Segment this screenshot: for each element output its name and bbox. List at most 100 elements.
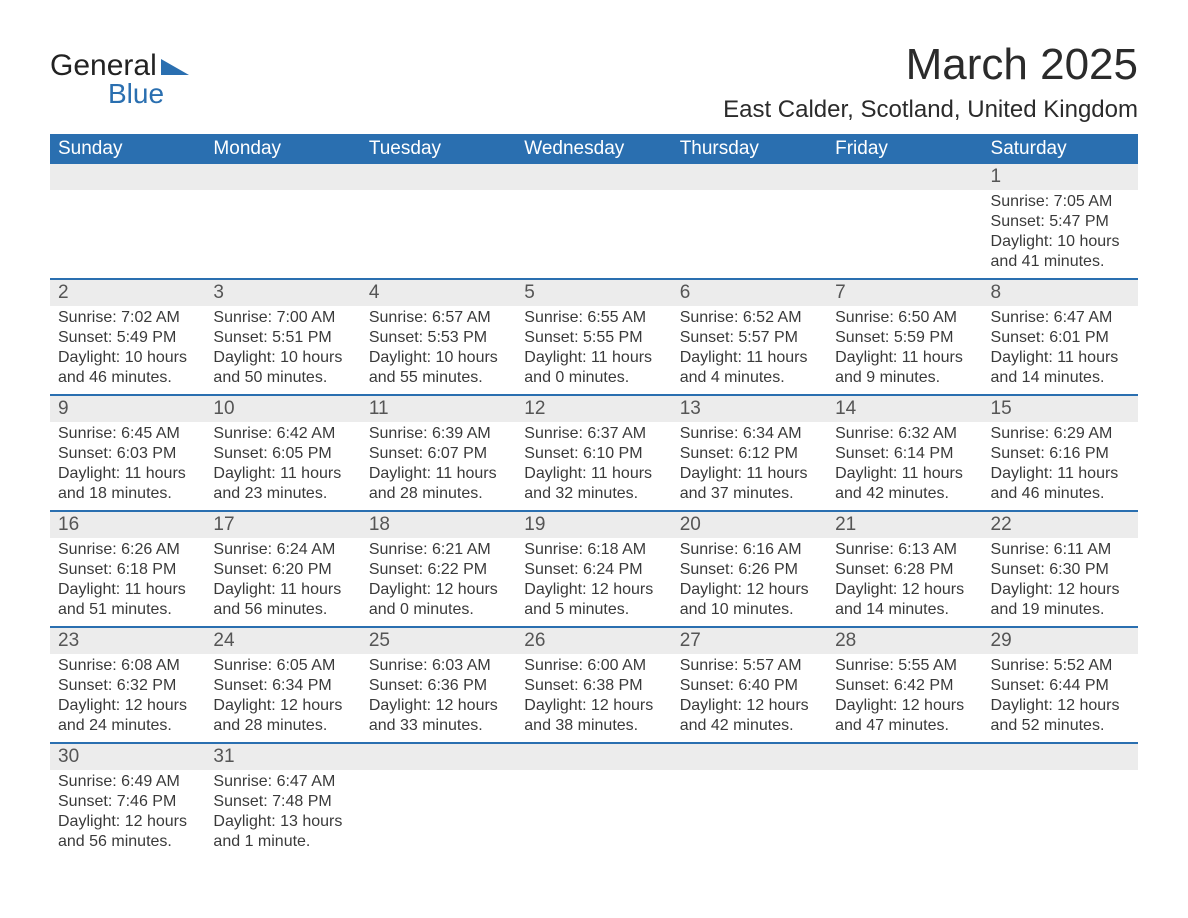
daylight-text: Daylight: 12 hours and 42 minutes. <box>680 696 819 736</box>
calendar-cell <box>672 743 827 858</box>
calendar-week-row: 16Sunrise: 6:26 AMSunset: 6:18 PMDayligh… <box>50 511 1138 627</box>
sunset-text: Sunset: 5:55 PM <box>524 328 663 348</box>
day-number: 30 <box>50 744 205 770</box>
daylight-text: Daylight: 11 hours and 37 minutes. <box>680 464 819 504</box>
day-details: Sunrise: 6:26 AMSunset: 6:18 PMDaylight:… <box>50 538 205 626</box>
sunset-text: Sunset: 6:28 PM <box>835 560 974 580</box>
sunrise-text: Sunrise: 6:50 AM <box>835 308 974 328</box>
day-number: 4 <box>361 280 516 306</box>
day-details: Sunrise: 6:08 AMSunset: 6:32 PMDaylight:… <box>50 654 205 742</box>
sunset-text: Sunset: 6:05 PM <box>213 444 352 464</box>
sunrise-text: Sunrise: 5:57 AM <box>680 656 819 676</box>
page-subtitle: East Calder, Scotland, United Kingdom <box>723 96 1138 124</box>
day-number: 13 <box>672 396 827 422</box>
day-number <box>983 744 1138 770</box>
daylight-text: Daylight: 13 hours and 1 minute. <box>213 812 352 852</box>
calendar-cell: 16Sunrise: 6:26 AMSunset: 6:18 PMDayligh… <box>50 511 205 627</box>
calendar-cell <box>50 164 205 279</box>
calendar-week-row: 1Sunrise: 7:05 AMSunset: 5:47 PMDaylight… <box>50 164 1138 279</box>
daylight-text: Daylight: 10 hours and 50 minutes. <box>213 348 352 388</box>
sunrise-text: Sunrise: 5:52 AM <box>991 656 1130 676</box>
sunrise-text: Sunrise: 6:16 AM <box>680 540 819 560</box>
sunrise-text: Sunrise: 6:24 AM <box>213 540 352 560</box>
day-details <box>50 190 205 210</box>
sunset-text: Sunset: 6:20 PM <box>213 560 352 580</box>
day-details: Sunrise: 6:34 AMSunset: 6:12 PMDaylight:… <box>672 422 827 510</box>
calendar-week-row: 30Sunrise: 6:49 AMSunset: 7:46 PMDayligh… <box>50 743 1138 858</box>
sunset-text: Sunset: 6:24 PM <box>524 560 663 580</box>
day-details: Sunrise: 6:00 AMSunset: 6:38 PMDaylight:… <box>516 654 671 742</box>
logo: General Blue <box>50 52 189 106</box>
calendar-cell: 14Sunrise: 6:32 AMSunset: 6:14 PMDayligh… <box>827 395 982 511</box>
sunrise-text: Sunrise: 6:34 AM <box>680 424 819 444</box>
logo-word2: Blue <box>108 81 189 106</box>
calendar-week-row: 2Sunrise: 7:02 AMSunset: 5:49 PMDaylight… <box>50 279 1138 395</box>
day-details: Sunrise: 5:57 AMSunset: 6:40 PMDaylight:… <box>672 654 827 742</box>
day-number: 9 <box>50 396 205 422</box>
day-details: Sunrise: 7:05 AMSunset: 5:47 PMDaylight:… <box>983 190 1138 278</box>
sunset-text: Sunset: 6:18 PM <box>58 560 197 580</box>
daylight-text: Daylight: 11 hours and 9 minutes. <box>835 348 974 388</box>
calendar-cell: 13Sunrise: 6:34 AMSunset: 6:12 PMDayligh… <box>672 395 827 511</box>
sunrise-text: Sunrise: 6:42 AM <box>213 424 352 444</box>
day-number: 14 <box>827 396 982 422</box>
day-details: Sunrise: 6:52 AMSunset: 5:57 PMDaylight:… <box>672 306 827 394</box>
sunset-text: Sunset: 5:49 PM <box>58 328 197 348</box>
page-title: March 2025 <box>723 40 1138 90</box>
day-number: 6 <box>672 280 827 306</box>
sunset-text: Sunset: 6:40 PM <box>680 676 819 696</box>
calendar-cell <box>672 164 827 279</box>
day-number <box>672 744 827 770</box>
day-number: 27 <box>672 628 827 654</box>
day-number <box>361 744 516 770</box>
day-details: Sunrise: 7:02 AMSunset: 5:49 PMDaylight:… <box>50 306 205 394</box>
sunset-text: Sunset: 5:53 PM <box>369 328 508 348</box>
calendar-cell: 3Sunrise: 7:00 AMSunset: 5:51 PMDaylight… <box>205 279 360 395</box>
daylight-text: Daylight: 12 hours and 24 minutes. <box>58 696 197 736</box>
sunrise-text: Sunrise: 6:47 AM <box>213 772 352 792</box>
sunset-text: Sunset: 6:36 PM <box>369 676 508 696</box>
sunrise-text: Sunrise: 6:03 AM <box>369 656 508 676</box>
day-number: 17 <box>205 512 360 538</box>
sunset-text: Sunset: 6:10 PM <box>524 444 663 464</box>
day-number: 11 <box>361 396 516 422</box>
calendar-cell: 7Sunrise: 6:50 AMSunset: 5:59 PMDaylight… <box>827 279 982 395</box>
day-number: 28 <box>827 628 982 654</box>
daylight-text: Daylight: 12 hours and 14 minutes. <box>835 580 974 620</box>
calendar-cell: 6Sunrise: 6:52 AMSunset: 5:57 PMDaylight… <box>672 279 827 395</box>
daylight-text: Daylight: 12 hours and 56 minutes. <box>58 812 197 852</box>
calendar-cell: 20Sunrise: 6:16 AMSunset: 6:26 PMDayligh… <box>672 511 827 627</box>
calendar-cell: 12Sunrise: 6:37 AMSunset: 6:10 PMDayligh… <box>516 395 671 511</box>
sunrise-text: Sunrise: 6:32 AM <box>835 424 974 444</box>
sunrise-text: Sunrise: 6:05 AM <box>213 656 352 676</box>
daylight-text: Daylight: 12 hours and 10 minutes. <box>680 580 819 620</box>
day-details: Sunrise: 5:52 AMSunset: 6:44 PMDaylight:… <box>983 654 1138 742</box>
day-number <box>516 164 671 190</box>
day-details <box>205 190 360 210</box>
daylight-text: Daylight: 12 hours and 33 minutes. <box>369 696 508 736</box>
sunrise-text: Sunrise: 6:37 AM <box>524 424 663 444</box>
calendar-cell <box>361 164 516 279</box>
day-details <box>361 190 516 210</box>
calendar-cell: 5Sunrise: 6:55 AMSunset: 5:55 PMDaylight… <box>516 279 671 395</box>
day-number: 16 <box>50 512 205 538</box>
calendar-week-row: 23Sunrise: 6:08 AMSunset: 6:32 PMDayligh… <box>50 627 1138 743</box>
daylight-text: Daylight: 12 hours and 52 minutes. <box>991 696 1130 736</box>
day-number <box>516 744 671 770</box>
daylight-text: Daylight: 11 hours and 42 minutes. <box>835 464 974 504</box>
calendar-cell: 28Sunrise: 5:55 AMSunset: 6:42 PMDayligh… <box>827 627 982 743</box>
calendar-cell: 8Sunrise: 6:47 AMSunset: 6:01 PMDaylight… <box>983 279 1138 395</box>
calendar-cell: 24Sunrise: 6:05 AMSunset: 6:34 PMDayligh… <box>205 627 360 743</box>
day-details: Sunrise: 7:00 AMSunset: 5:51 PMDaylight:… <box>205 306 360 394</box>
day-details: Sunrise: 6:39 AMSunset: 6:07 PMDaylight:… <box>361 422 516 510</box>
sunrise-text: Sunrise: 6:52 AM <box>680 308 819 328</box>
sunset-text: Sunset: 7:46 PM <box>58 792 197 812</box>
calendar-cell <box>827 743 982 858</box>
sunrise-text: Sunrise: 7:02 AM <box>58 308 197 328</box>
sunset-text: Sunset: 6:32 PM <box>58 676 197 696</box>
weekday-header: Monday <box>205 134 360 164</box>
sunset-text: Sunset: 5:57 PM <box>680 328 819 348</box>
sunset-text: Sunset: 6:14 PM <box>835 444 974 464</box>
weekday-header: Saturday <box>983 134 1138 164</box>
day-details: Sunrise: 6:32 AMSunset: 6:14 PMDaylight:… <box>827 422 982 510</box>
